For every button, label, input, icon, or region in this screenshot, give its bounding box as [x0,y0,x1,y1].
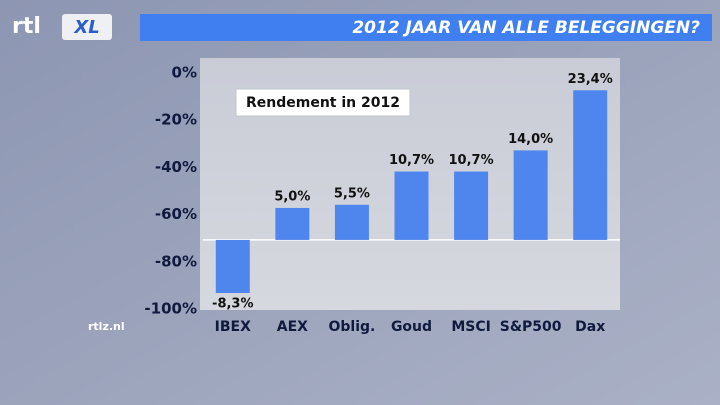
x-tick-label: AEX [277,319,308,335]
x-tick-label: IBEX [215,319,251,335]
value-label: -8,3% [212,297,253,312]
value-label: 5,0% [274,189,310,204]
x-tick-label: S&P500 [500,319,562,335]
value-label: 10,7% [389,153,434,168]
value-label: 23,4% [568,72,613,87]
x-tick-label: Dax [575,319,605,335]
bar [215,239,250,294]
logo-box [62,14,112,40]
chart-title: 2012 JAAR VAN ALLE BELEGGINGEN? [352,18,700,38]
y-tick-label: 0% [172,64,197,82]
x-tick-label: Goud [391,319,432,335]
y-tick-label: -60% [155,205,197,223]
legend-box [235,88,411,117]
bar [275,207,310,240]
bar [394,171,429,240]
y-tick-label: -100% [144,300,197,318]
value-label: 5,5% [334,186,370,201]
y-tick-label: -40% [155,158,197,176]
x-tick-label: Oblig. [328,319,375,335]
source: rtlz.nl [88,320,125,333]
bar [573,90,608,240]
legend-label: Rendement in 2012 [246,95,400,111]
x-tick-label: MSCI [451,319,491,335]
y-tick-label: -20% [155,111,197,129]
title-banner [140,14,712,41]
bar [454,171,489,240]
y-tick-label: -80% [155,252,197,270]
logo-xl: XL [73,17,99,38]
bar [513,150,548,240]
bar [334,204,369,240]
logo-rtl: rtl [12,14,41,39]
value-label: 14,0% [508,132,553,147]
value-label: 10,7% [449,153,494,168]
